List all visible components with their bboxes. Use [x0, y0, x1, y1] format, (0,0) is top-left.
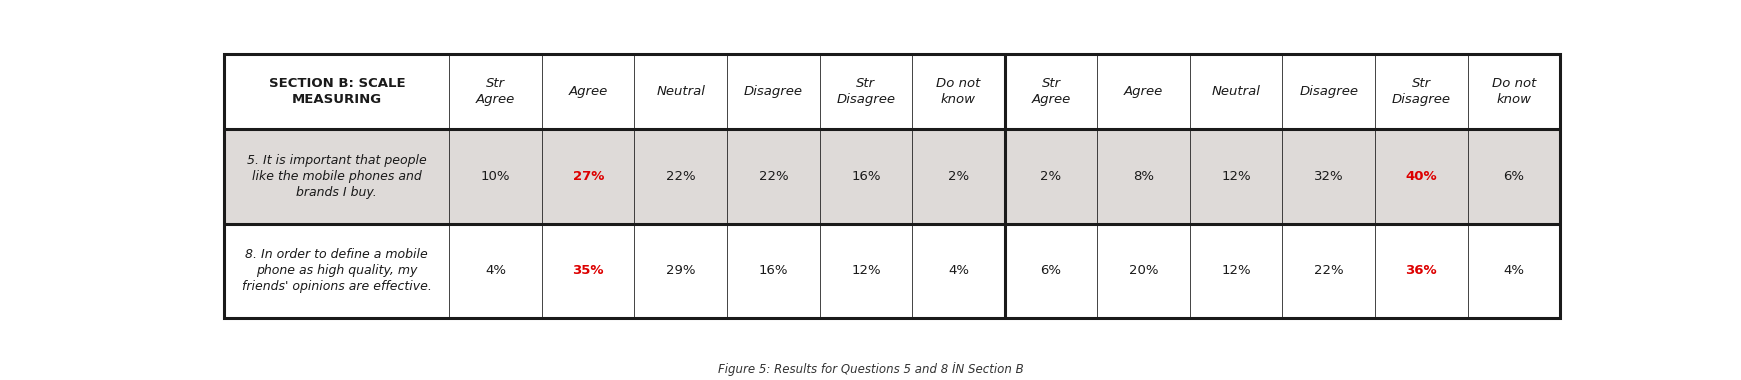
Text: 4%: 4%: [949, 264, 970, 277]
Text: 2%: 2%: [1041, 170, 1062, 183]
Bar: [1283, 223, 1375, 318]
Bar: [634, 54, 728, 130]
Text: 4%: 4%: [1504, 264, 1525, 277]
Bar: [728, 223, 820, 318]
Text: SECTION B: SCALE
MEASURING: SECTION B: SCALE MEASURING: [268, 78, 406, 106]
Text: 35%: 35%: [573, 264, 604, 277]
Text: 22%: 22%: [667, 170, 696, 183]
Text: Str
Disagree: Str Disagree: [1391, 78, 1450, 106]
Text: Agree: Agree: [1125, 86, 1163, 98]
Text: 12%: 12%: [851, 264, 881, 277]
Text: Disagree: Disagree: [743, 86, 803, 98]
Text: 32%: 32%: [1314, 170, 1344, 183]
Text: Str
Agree: Str Agree: [475, 78, 515, 106]
Bar: [1283, 130, 1375, 223]
Text: Agree: Agree: [569, 86, 608, 98]
Text: Do not
know: Do not know: [1492, 78, 1536, 106]
Text: 10%: 10%: [481, 170, 510, 183]
Bar: [541, 130, 634, 223]
Bar: [449, 223, 541, 318]
Bar: [912, 130, 1005, 223]
Bar: [1189, 130, 1283, 223]
Text: Disagree: Disagree: [1299, 86, 1358, 98]
Bar: [820, 223, 912, 318]
Bar: [728, 54, 820, 130]
Text: Neutral: Neutral: [656, 86, 705, 98]
Text: 6%: 6%: [1504, 170, 1525, 183]
Bar: [1283, 54, 1375, 130]
Text: 27%: 27%: [573, 170, 604, 183]
Bar: [912, 223, 1005, 318]
Text: 36%: 36%: [1405, 264, 1436, 277]
Bar: [1375, 223, 1468, 318]
Text: 16%: 16%: [851, 170, 881, 183]
Bar: [1005, 223, 1097, 318]
Text: Figure 5: Results for Questions 5 and 8 İN Section B: Figure 5: Results for Questions 5 and 8 …: [717, 362, 1024, 376]
Text: 22%: 22%: [1314, 264, 1344, 277]
Bar: [820, 54, 912, 130]
Text: Str
Agree: Str Agree: [1031, 78, 1071, 106]
Text: 4%: 4%: [486, 264, 507, 277]
Bar: [1468, 54, 1560, 130]
Text: 2%: 2%: [947, 170, 970, 183]
Bar: [225, 54, 449, 130]
Bar: [449, 130, 541, 223]
Bar: [225, 223, 449, 318]
Bar: [1189, 223, 1283, 318]
Bar: [541, 223, 634, 318]
Bar: [1375, 130, 1468, 223]
Text: 8. In order to define a mobile
phone as high quality, my
friends' opinions are e: 8. In order to define a mobile phone as …: [242, 248, 432, 293]
Bar: [820, 130, 912, 223]
Bar: [225, 130, 449, 223]
Bar: [912, 54, 1005, 130]
Text: Str
Disagree: Str Disagree: [836, 78, 895, 106]
Bar: [1097, 54, 1189, 130]
Bar: [225, 54, 1560, 318]
Text: 12%: 12%: [1222, 170, 1252, 183]
Bar: [541, 54, 634, 130]
Text: 16%: 16%: [759, 264, 789, 277]
Text: 5. It is important that people
like the mobile phones and
brands I buy.: 5. It is important that people like the …: [247, 154, 427, 199]
Bar: [1189, 54, 1283, 130]
Text: 20%: 20%: [1128, 264, 1158, 277]
Text: 6%: 6%: [1041, 264, 1062, 277]
Bar: [1375, 54, 1468, 130]
Text: 22%: 22%: [759, 170, 789, 183]
Bar: [1097, 130, 1189, 223]
Bar: [1005, 130, 1097, 223]
Bar: [449, 54, 541, 130]
Bar: [634, 130, 728, 223]
Text: 40%: 40%: [1405, 170, 1436, 183]
Bar: [634, 223, 728, 318]
Text: 8%: 8%: [1133, 170, 1154, 183]
Text: 12%: 12%: [1222, 264, 1252, 277]
Bar: [1097, 223, 1189, 318]
Text: 29%: 29%: [667, 264, 696, 277]
Bar: [728, 130, 820, 223]
Bar: [1005, 54, 1097, 130]
Text: Neutral: Neutral: [1212, 86, 1260, 98]
Text: Do not
know: Do not know: [937, 78, 980, 106]
Bar: [1468, 130, 1560, 223]
Bar: [1468, 223, 1560, 318]
